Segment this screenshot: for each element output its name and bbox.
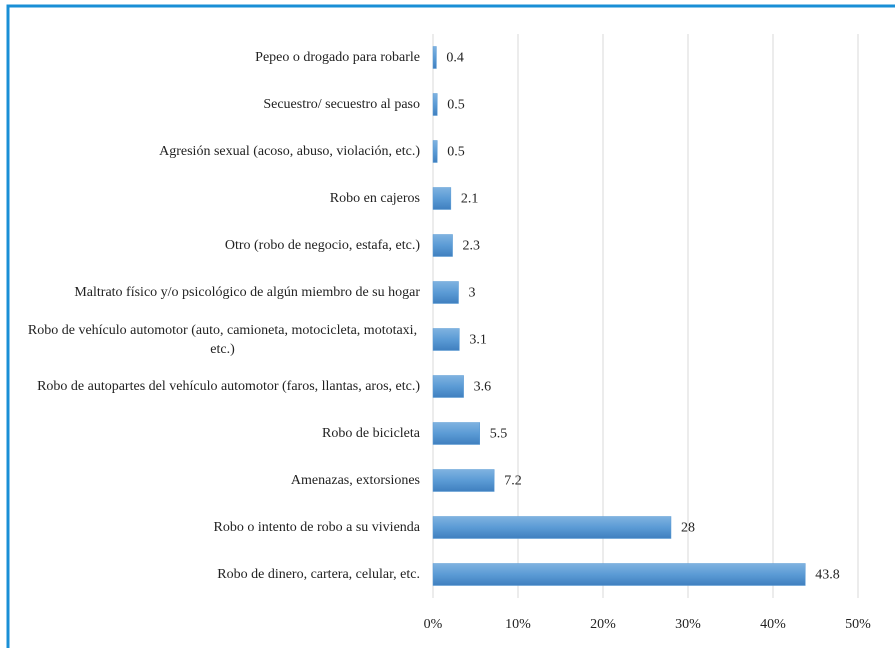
x-tick-label: 10%	[505, 617, 531, 632]
frame	[6, 4, 895, 648]
y-tick-label: Maltrato físico y/o psicológico de algún…	[74, 285, 420, 300]
bar	[432, 187, 452, 210]
y-tick-label: Robo de autopartes del vehículo automoto…	[37, 379, 420, 394]
value-label: 43.8	[815, 568, 840, 583]
bar	[432, 93, 438, 116]
category-label-box: Agresión sexual (acoso, abuso, violación…	[14, 129, 420, 175]
value-label: 5.5	[490, 427, 508, 442]
bar	[432, 422, 480, 445]
bar	[432, 469, 495, 492]
category-label-box: Amenazas, extorsiones	[14, 458, 420, 504]
category-label-box: Maltrato físico y/o psicológico de algún…	[14, 270, 420, 316]
bar	[432, 140, 438, 163]
y-tick-label: Agresión sexual (acoso, abuso, violación…	[159, 144, 420, 159]
bar	[432, 563, 806, 586]
y-tick-label: Robo o intento de robo a su vivienda	[213, 520, 420, 535]
y-tick-label: Robo de dinero, cartera, celular, etc.	[217, 567, 420, 582]
bar	[432, 516, 672, 539]
category-label-box: Otro (robo de negocio, estafa, etc.)	[14, 223, 420, 269]
x-tick-label: 50%	[845, 617, 871, 632]
category-label-box: Robo de bicicleta	[14, 411, 420, 457]
bar	[432, 375, 464, 398]
value-label: 0.5	[447, 145, 465, 160]
value-label: 28	[681, 521, 695, 536]
y-tick-label: Amenazas, extorsiones	[290, 473, 420, 488]
value-label: 3.6	[474, 380, 492, 395]
y-tick-label: Robo de vehículo automotor (auto, camion…	[27, 322, 418, 357]
category-label-box: Robo de dinero, cartera, celular, etc.	[14, 552, 420, 598]
value-label: 0.4	[446, 51, 464, 66]
category-label-box: Secuestro/ secuestro al paso	[14, 82, 420, 128]
y-tick-label: Pepeo o drogado para robarle	[255, 50, 420, 65]
x-tick-label: 0%	[424, 617, 443, 632]
bar	[432, 281, 459, 304]
category-label-box: Robo de vehículo automotor (auto, camion…	[14, 317, 420, 363]
x-tick-label: 20%	[590, 617, 616, 632]
x-tick-label: 40%	[760, 617, 786, 632]
value-label: 3	[469, 286, 476, 301]
y-tick-label: Otro (robo de negocio, estafa, etc.)	[224, 238, 420, 253]
value-label: 2.1	[461, 192, 479, 207]
value-label: 2.3	[463, 239, 481, 254]
value-label: 7.2	[504, 474, 522, 489]
y-tick-label: Robo de bicicleta	[322, 426, 420, 441]
y-tick-label: Secuestro/ secuestro al paso	[263, 97, 420, 112]
category-label-box: Robo de autopartes del vehículo automoto…	[14, 364, 420, 410]
bar	[432, 46, 437, 69]
x-tick-label: 30%	[675, 617, 701, 632]
value-label: 3.1	[469, 333, 487, 348]
value-label: 0.5	[447, 98, 465, 113]
category-label-box: Robo o intento de robo a su vivienda	[14, 505, 420, 551]
category-label-box: Pepeo o drogado para robarle	[14, 35, 420, 81]
category-label-box: Robo en cajeros	[14, 176, 420, 222]
bar	[432, 328, 460, 351]
bar	[432, 234, 453, 257]
y-tick-label: Robo en cajeros	[329, 191, 420, 206]
